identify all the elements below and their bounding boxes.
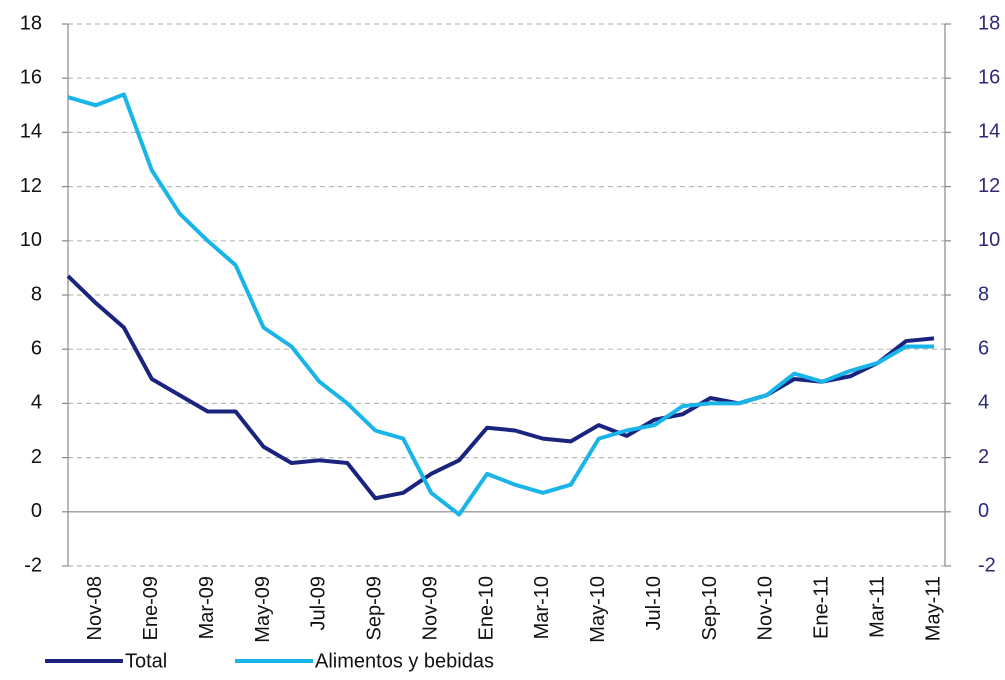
y-tick-label: 16 xyxy=(20,66,42,88)
line-series xyxy=(66,274,935,501)
x-tick-label: Mar-10 xyxy=(531,576,553,639)
y-tick-label: 14 xyxy=(20,121,42,143)
x-tick-label: Nov-10 xyxy=(755,576,777,640)
x-tick-label: Jul-09 xyxy=(308,576,330,630)
x-tick-label: Mar-09 xyxy=(196,576,218,639)
x-tick-label: Mar-11 xyxy=(866,576,888,638)
x-tick-label: May-10 xyxy=(587,576,609,643)
x-tick-label: Nov-08 xyxy=(84,576,106,640)
y-tick-label: 8 xyxy=(31,283,42,305)
x-tick-label: Ene-09 xyxy=(140,576,162,641)
y-tick-label: 2 xyxy=(31,446,42,468)
y-tick-label: 6 xyxy=(31,337,42,359)
y2-tick-label: 6 xyxy=(978,337,989,359)
y2-tick-label: 18 xyxy=(978,12,1000,34)
y2-tick-label: 10 xyxy=(978,229,1000,251)
x-tick-label: Sep-10 xyxy=(699,576,721,641)
x-tick-label: Ene-10 xyxy=(475,576,497,641)
x-tick-label: Jul-10 xyxy=(643,576,665,630)
legend-label: Total xyxy=(125,650,167,672)
y-tick-label: -2 xyxy=(24,554,42,576)
y-tick-label: 4 xyxy=(31,392,42,414)
y-tick-label: 0 xyxy=(31,500,42,522)
x-tick-label: Ene-11 xyxy=(811,576,833,639)
y-tick-label: 12 xyxy=(20,175,42,197)
y2-tick-label: 12 xyxy=(978,175,1000,197)
line-series xyxy=(67,92,934,517)
x-tick-label: Sep-09 xyxy=(364,576,386,641)
y2-tick-label: 16 xyxy=(978,66,1000,88)
y2-tick-label: 4 xyxy=(978,392,989,414)
y2-tick-label: 14 xyxy=(978,121,1000,143)
x-tick-label: May-09 xyxy=(252,576,274,643)
y2-tick-label: 0 xyxy=(978,500,989,522)
y2-tick-label: 8 xyxy=(978,283,989,305)
y-tick-label: 10 xyxy=(20,229,42,251)
legend-label: Alimentos y bebidas xyxy=(315,650,494,672)
x-tick-label: Nov-09 xyxy=(419,576,441,640)
y-tick-label: 18 xyxy=(20,12,42,34)
y2-tick-label: -2 xyxy=(978,554,996,576)
y2-tick-label: 2 xyxy=(978,446,989,468)
x-tick-label: May-11 xyxy=(922,576,944,641)
